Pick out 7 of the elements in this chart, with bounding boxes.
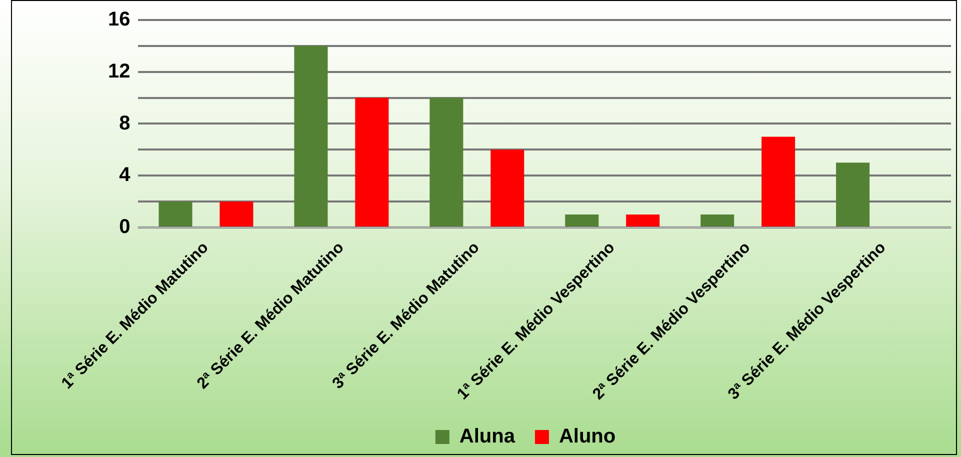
- y-tick-label: 12: [108, 60, 130, 82]
- y-tick-label: 4: [119, 164, 132, 186]
- legend-label: Aluna: [459, 426, 516, 448]
- legend-label: Aluno: [558, 426, 616, 448]
- y-tick-label: 0: [119, 216, 130, 238]
- y-tick-label: 16: [108, 8, 130, 31]
- y-tick-label: 8: [119, 112, 130, 134]
